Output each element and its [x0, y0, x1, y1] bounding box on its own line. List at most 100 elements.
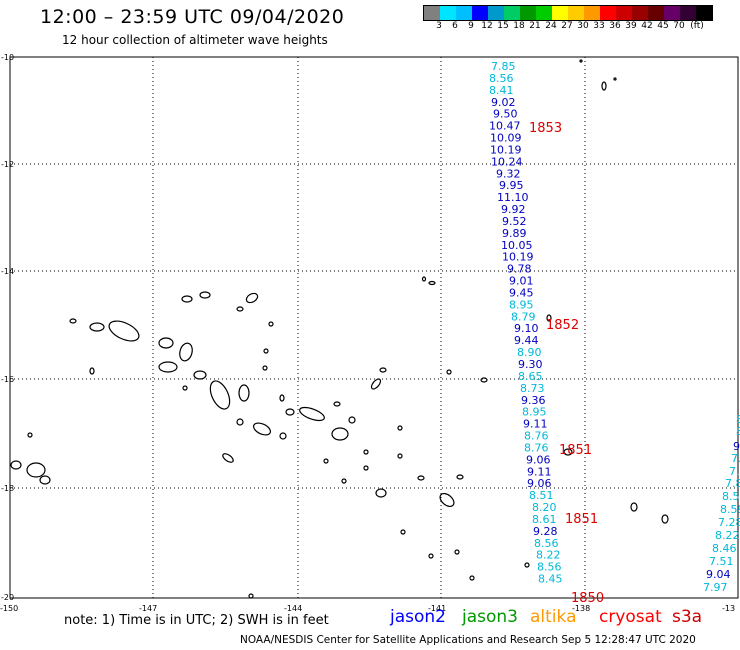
island — [400, 529, 406, 535]
wave-height-value: 8.61 — [532, 513, 557, 526]
wave-height-value: 9.06 — [527, 477, 552, 490]
wave-height-value: 11.10 — [497, 191, 529, 204]
color-swatch — [424, 6, 440, 20]
longitude-label: -150 — [0, 604, 18, 613]
wave-height-value: 9.44 — [514, 334, 539, 347]
color-scale-label: 21 — [529, 21, 541, 31]
island — [661, 514, 669, 524]
wave-height-value: 9.28 — [533, 525, 558, 538]
color-swatch — [648, 6, 664, 20]
island — [333, 401, 341, 407]
map-subtitle: 12 hour collection of altimeter wave hei… — [62, 33, 328, 47]
color-swatch — [664, 6, 680, 20]
island — [331, 427, 349, 441]
wave-height-value: 8.73 — [520, 382, 545, 395]
wave-height-value: 8.20 — [532, 501, 557, 514]
island — [428, 280, 436, 286]
wave-height-value: 10.19 — [502, 251, 534, 264]
island — [563, 448, 573, 456]
time-label: 1850 — [571, 591, 604, 606]
island — [193, 370, 207, 380]
wave-height-value: 9.06 — [526, 453, 551, 466]
wave-height-value: 8.76 — [524, 430, 549, 443]
island — [299, 406, 325, 422]
island — [397, 453, 403, 459]
wave-height-value: 8.46 — [712, 542, 737, 555]
wave-height-value: 7.51 — [709, 555, 734, 568]
color-swatch — [552, 6, 568, 20]
wave-height-value: 7. — [729, 465, 740, 478]
island — [199, 291, 211, 299]
island — [397, 425, 403, 431]
color-swatch — [680, 6, 696, 20]
island — [480, 377, 488, 383]
wave-height-value: 8.45 — [538, 573, 563, 586]
wave-height-value: 9.11 — [523, 418, 548, 431]
axis-labels: -10 -12 -14 -16 -18 -20 -150 -147 -144 -141 -138 -1… — [0, 53, 735, 613]
wave-height-value: 8 — [736, 425, 740, 438]
color-scale-label: 6 — [452, 21, 458, 31]
wave-height-value: 10.05 — [501, 239, 533, 252]
map-title: 12:00 – 23:59 UTC 09/04/2020 — [40, 6, 345, 28]
wave-height-value: 8.79 — [511, 310, 536, 323]
color-swatch — [568, 6, 584, 20]
color-swatch — [456, 6, 472, 20]
wave-height-value: 8.56 — [537, 561, 562, 574]
wave-height-value: 8.59 — [720, 503, 740, 516]
island — [89, 322, 105, 332]
wave-height-value: 10.09 — [490, 132, 522, 145]
wave-height-value: 9.10 — [514, 322, 539, 335]
color-swatch — [600, 6, 616, 20]
island — [428, 553, 434, 559]
color-swatch — [696, 6, 712, 20]
time-label: 1852 — [546, 318, 579, 333]
wave-height-value: 9.36 — [521, 394, 546, 407]
wave-height-value: 7.28 — [718, 516, 740, 529]
satellite-jason3: jason3 — [462, 607, 518, 627]
wave-height-value: 8.56 — [489, 72, 514, 85]
color-swatch — [584, 6, 600, 20]
island — [89, 367, 95, 375]
island — [370, 378, 382, 390]
island-coastlines — [10, 59, 669, 599]
latitude-label: -10 — [1, 53, 14, 62]
map-frame — [9, 56, 739, 599]
wave-height-value: 8.5 — [722, 490, 740, 503]
color-scale-label: 24 — [545, 21, 557, 31]
wave-height-value: 8 — [736, 413, 740, 426]
wave-height-value: 10.47 — [489, 120, 521, 133]
island — [348, 416, 356, 424]
color-scale-label: 27 — [561, 21, 573, 31]
color-scale-label: (ft) — [690, 21, 704, 31]
wave-height-value: 9.95 — [499, 179, 524, 192]
color-scale-label: 33 — [593, 21, 605, 31]
color-scale-label: 12 — [481, 21, 493, 31]
island — [579, 59, 583, 63]
satellite-s3a: s3a — [672, 607, 703, 627]
wave-height-value: 9 — [733, 440, 740, 453]
wave-height-value: 7. — [731, 452, 740, 465]
color-swatch — [536, 6, 552, 20]
time-label: 1851 — [565, 512, 598, 527]
island — [262, 365, 268, 371]
island — [279, 394, 285, 402]
island — [469, 575, 475, 581]
island — [454, 549, 460, 555]
wave-height-value: 8.22 — [536, 549, 561, 562]
wave-height-value: 8.51 — [529, 489, 554, 502]
wave-height-value: 8.22 — [715, 529, 740, 542]
island — [630, 502, 638, 512]
color-scale-labels: 3 6 9 12 15 18 21 24 27 30 33 36 39 42 45 70 (ft) — [423, 21, 740, 33]
color-scale-label: 30 — [577, 21, 589, 31]
island — [285, 408, 295, 416]
island — [323, 458, 329, 464]
wave-height-color-scale — [423, 5, 713, 21]
wave-height-value: 8.65 — [518, 370, 543, 383]
wave-height-value: 8.90 — [517, 346, 542, 359]
island — [209, 380, 231, 410]
island — [363, 465, 369, 471]
island — [236, 306, 244, 312]
island — [252, 422, 272, 436]
latitude-label: -14 — [1, 267, 14, 276]
